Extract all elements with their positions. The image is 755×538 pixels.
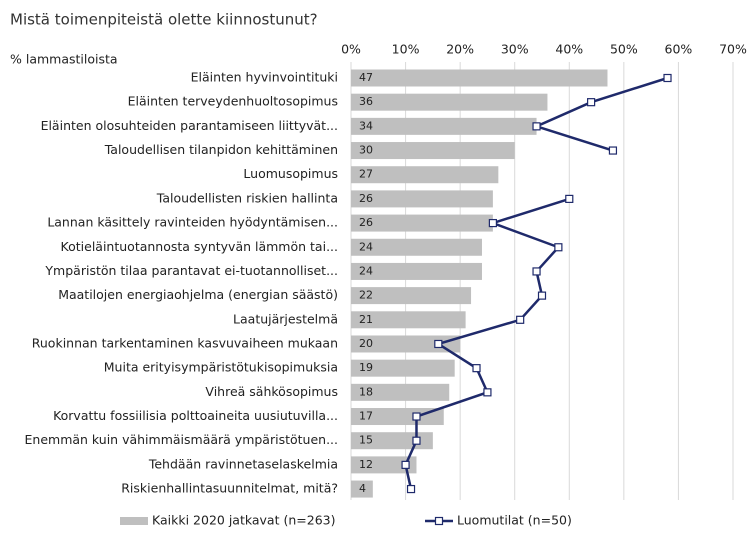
marker bbox=[608, 146, 618, 155]
x-tick-label: 50% bbox=[610, 42, 638, 57]
marker bbox=[412, 436, 421, 445]
category-label: Muita erityisympäristötukisopimuksia bbox=[104, 360, 338, 375]
value-label: 47 bbox=[359, 71, 373, 84]
bar bbox=[351, 432, 433, 450]
category-label: Ympäristön tilaa parantavat ei-tuotannol… bbox=[44, 263, 338, 278]
value-label: 24 bbox=[359, 240, 373, 253]
legend-label: Kaikki 2020 jatkavat (n=263) bbox=[152, 513, 335, 528]
x-tick-label: 70% bbox=[719, 42, 747, 57]
value-label: 20 bbox=[359, 337, 373, 350]
marker bbox=[537, 291, 547, 300]
value-label: 26 bbox=[359, 192, 373, 205]
value-label: 15 bbox=[359, 434, 373, 447]
bar bbox=[351, 190, 493, 208]
bar bbox=[351, 408, 444, 426]
marker bbox=[483, 388, 492, 397]
marker bbox=[532, 122, 541, 131]
category-label: Taloudellisten riskien hallinta bbox=[156, 190, 338, 205]
value-label: 34 bbox=[359, 119, 373, 132]
marker bbox=[488, 218, 497, 228]
value-label: 21 bbox=[359, 313, 373, 326]
category-label: Riskienhallintasuunnitelmat, mitä? bbox=[121, 481, 338, 496]
legend-swatch bbox=[120, 517, 148, 525]
bar bbox=[351, 262, 482, 280]
x-tick-label: 10% bbox=[392, 42, 420, 57]
bar bbox=[351, 359, 455, 377]
marker bbox=[532, 267, 541, 276]
bar bbox=[351, 166, 499, 184]
category-label: Kotieläintuotannosta syntyvän lämmön tai… bbox=[61, 239, 338, 254]
category-label: Korvattu fossiilisia polttoaineita uusiu… bbox=[53, 408, 338, 423]
bar bbox=[351, 238, 482, 256]
category-label: Eläinten terveydenhuoltosopimus bbox=[128, 94, 338, 109]
value-label: 26 bbox=[359, 216, 373, 229]
category-label: Laatujärjestelmä bbox=[233, 311, 338, 326]
bar bbox=[351, 93, 548, 111]
category-label: Ruokinnan tarkentaminen kasvuvaiheen muk… bbox=[32, 335, 338, 350]
bar bbox=[351, 214, 493, 232]
value-label: 18 bbox=[359, 385, 373, 398]
bar bbox=[351, 69, 608, 87]
legend-swatch bbox=[434, 516, 444, 526]
marker bbox=[434, 339, 443, 349]
value-label: 19 bbox=[359, 361, 373, 374]
category-label: Enemmän kuin vähimmäismäärä ympäristötue… bbox=[25, 432, 338, 447]
category-label: Eläinten olosuhteiden parantamiseen liit… bbox=[41, 118, 338, 133]
value-label: 36 bbox=[359, 95, 373, 108]
bar bbox=[351, 287, 472, 305]
category-label: Maatilojen energiaohjelma (energian sääs… bbox=[58, 287, 338, 302]
value-label: 17 bbox=[359, 410, 373, 423]
marker bbox=[554, 243, 563, 252]
x-tick-label: 60% bbox=[665, 42, 693, 57]
value-label: 4 bbox=[359, 482, 366, 495]
category-label: Eläinten hyvinvointituki bbox=[191, 70, 338, 85]
marker bbox=[516, 315, 525, 324]
value-label: 27 bbox=[359, 168, 373, 181]
bar bbox=[351, 335, 461, 353]
bar bbox=[351, 383, 450, 401]
value-label: 24 bbox=[359, 264, 373, 277]
marker bbox=[401, 460, 410, 469]
legend-label: Luomutilat (n=50) bbox=[457, 513, 572, 528]
bar bbox=[351, 456, 417, 474]
marker bbox=[406, 484, 416, 494]
x-tick-label: 0% bbox=[341, 42, 361, 57]
bar bbox=[351, 117, 537, 135]
category-label: Lannan käsittely ravinteiden hyödyntämis… bbox=[47, 215, 338, 230]
value-label: 30 bbox=[359, 144, 373, 157]
category-label: Vihreä sähkösopimus bbox=[205, 384, 338, 399]
x-tick-label: 20% bbox=[446, 42, 474, 57]
bar bbox=[351, 480, 373, 498]
category-label: Luomusopimus bbox=[243, 166, 338, 181]
marker bbox=[412, 412, 421, 421]
line bbox=[533, 76, 668, 152]
chart-title: Mistä toimenpiteistä olette kiinnostunut… bbox=[10, 11, 318, 29]
category-label: Taloudellisen tilanpidon kehittäminen bbox=[104, 142, 338, 157]
chart-subtitle: % lammastiloista bbox=[10, 52, 118, 67]
x-tick-label: 30% bbox=[501, 42, 529, 57]
bar bbox=[351, 311, 466, 329]
value-label: 12 bbox=[359, 458, 373, 471]
marker bbox=[663, 73, 672, 83]
bar bbox=[351, 142, 515, 160]
marker bbox=[587, 98, 596, 107]
x-tick-label: 40% bbox=[555, 42, 583, 57]
value-label: 22 bbox=[359, 289, 373, 302]
category-label: Tehdään ravinnetaselaskelmia bbox=[148, 456, 338, 471]
marker bbox=[472, 364, 481, 373]
marker bbox=[565, 194, 574, 203]
